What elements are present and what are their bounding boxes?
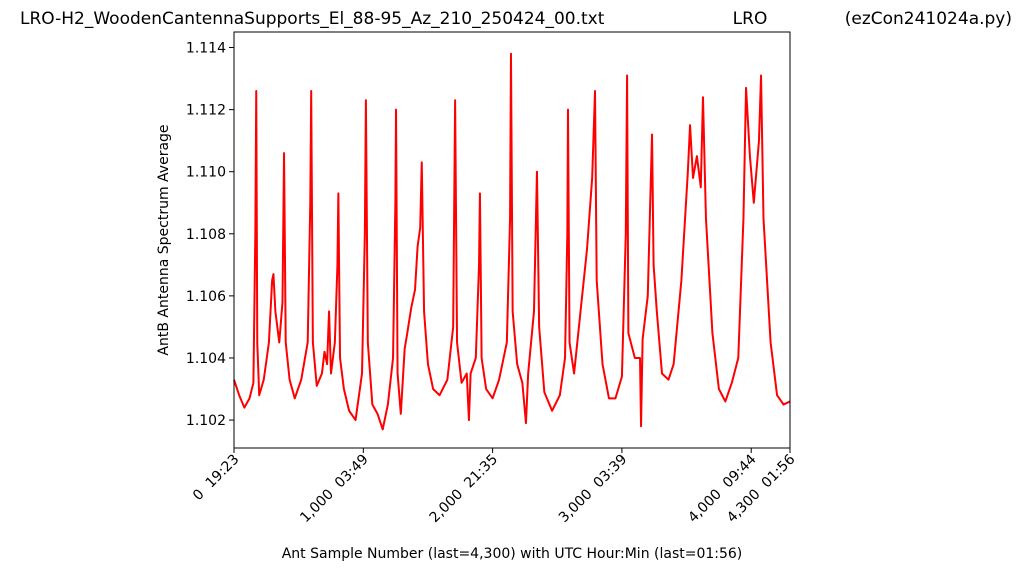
x-tick-label: 0 19:23 <box>190 452 242 504</box>
y-tick-label: 1.104 <box>186 351 226 367</box>
y-tick-label: 1.112 <box>186 103 226 119</box>
x-tick-label: 1,000 03:49 <box>297 452 371 526</box>
plot-frame <box>233 31 791 449</box>
y-tick-label: 1.102 <box>186 413 226 429</box>
annotation: (ezCon241024a.py) <box>845 9 1012 29</box>
x-tick-label: 4,300 01:56 <box>724 451 799 526</box>
y-tick-label: 1.114 <box>186 41 226 57</box>
data-line <box>233 52 791 431</box>
chart-title: LRO-H2_WoodenCantennaSupports_El_88-95_A… <box>20 9 605 29</box>
y-axis-label: AntB Antenna Spectrum Average <box>156 124 172 355</box>
x-tick-label: 2,000 21:35 <box>427 452 501 526</box>
chart-subtitle: LRO <box>733 9 768 29</box>
x-tick-label: 3,000 03:39 <box>556 452 630 526</box>
y-tick-label: 1.108 <box>186 227 226 243</box>
y-tick-label: 1.106 <box>186 289 226 305</box>
x-axis-label: Ant Sample Number (last=4,300) with UTC … <box>282 546 743 562</box>
y-tick-label: 1.110 <box>186 165 226 181</box>
